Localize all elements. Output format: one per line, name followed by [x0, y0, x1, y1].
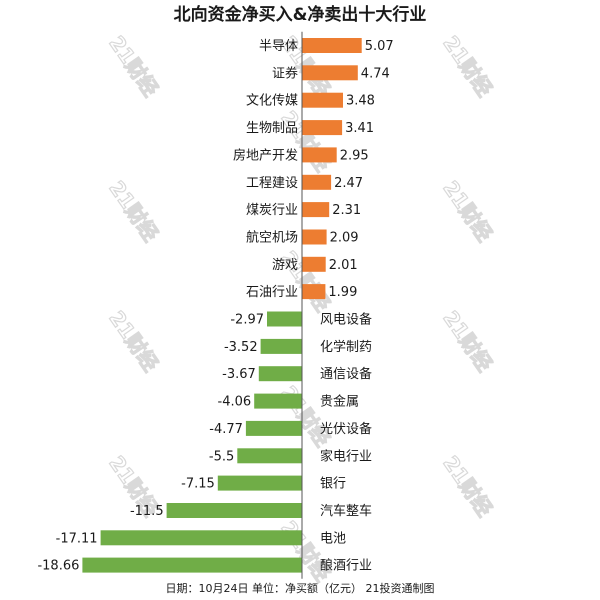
category-label-1: 证券: [272, 65, 298, 81]
value-label-0: 5.07: [365, 39, 394, 54]
category-label-9: 石油行业: [246, 285, 298, 300]
value-label-8: 2.01: [329, 258, 358, 273]
watermark-7: 21财经: [276, 246, 335, 315]
watermark-12: 21财经: [276, 516, 335, 585]
category-label-16: 银行: [320, 477, 346, 492]
chart-title: 北向资金净买入&净卖出十大行业: [174, 4, 427, 25]
value-label-17: -11.5: [130, 504, 164, 519]
bar-15: [237, 448, 302, 464]
bar-18: [100, 530, 302, 546]
value-label-19: -18.66: [37, 559, 79, 574]
value-label-5: 2.47: [334, 176, 363, 191]
watermark-10: 21财经: [276, 381, 335, 450]
bar-4: [302, 147, 337, 163]
value-label-11: -3.52: [224, 340, 258, 355]
bar-17: [166, 503, 302, 518]
watermark-5: 21财经: [438, 176, 497, 245]
category-label-11: 化学制药: [320, 339, 372, 355]
bar-10: [267, 311, 302, 327]
category-label-14: 光伏设备: [320, 421, 372, 437]
category-label-19: 酿酒行业: [320, 558, 372, 574]
bar-16: [217, 475, 302, 491]
value-label-6: 2.31: [332, 203, 361, 218]
bar-5: [302, 174, 332, 190]
category-label-8: 游戏: [272, 258, 298, 273]
value-label-4: 2.95: [340, 148, 369, 163]
watermark-4: 21财经: [276, 106, 335, 175]
value-label-15: -5.5: [209, 449, 234, 464]
category-label-0: 半导体: [259, 39, 298, 54]
watermark-11: 21财经: [438, 451, 497, 520]
bar-1: [302, 65, 358, 81]
value-label-12: -3.67: [222, 367, 256, 382]
watermark-layer: 21财经 21财经 21财经 21财经 21财经 21财经 21财经 21财经 21财经 21财经…: [104, 31, 498, 587]
category-labels: 半导体证券文化传媒生物制品房地产开发工程建设煤炭行业航空机场游戏石油行业风电设备…: [233, 39, 372, 574]
bar-13: [254, 393, 302, 409]
watermark-0: 21财经: [104, 31, 163, 100]
value-label-7: 2.09: [330, 231, 359, 246]
value-label-16: -7.15: [181, 477, 215, 492]
category-label-12: 通信设备: [320, 366, 372, 382]
bar-0: [302, 38, 362, 53]
bar-12: [258, 366, 302, 382]
bar-6: [302, 202, 330, 218]
watermark-8: 21财经: [438, 306, 497, 375]
value-label-14: -4.77: [209, 422, 243, 437]
category-label-10: 风电设备: [320, 312, 372, 328]
bar-8: [302, 256, 326, 272]
bar-7: [302, 229, 327, 245]
value-label-3: 3.41: [345, 121, 374, 136]
bar-2: [302, 92, 343, 108]
bars-group: [82, 38, 362, 573]
chart-footer: 日期：10月24日 单位：净买额（亿元） 21投资通制图: [166, 581, 435, 595]
bar-14: [245, 420, 302, 436]
value-label-9: 1.99: [328, 285, 357, 300]
category-label-17: 汽车整车: [320, 503, 372, 519]
value-label-1: 4.74: [361, 66, 390, 81]
value-label-18: -17.11: [56, 531, 98, 546]
category-label-4: 房地产开发: [233, 147, 298, 163]
value-label-2: 3.48: [346, 94, 375, 109]
value-label-13: -4.06: [218, 395, 252, 410]
category-label-5: 工程建设: [246, 176, 298, 191]
bar-19: [82, 557, 303, 573]
category-label-3: 生物制品: [246, 121, 298, 136]
watermark-2: 21财经: [438, 31, 497, 100]
watermark-6: 21财经: [104, 306, 163, 375]
bar-9: [302, 284, 326, 300]
category-label-7: 航空机场: [246, 230, 298, 246]
category-label-2: 文化传媒: [246, 94, 298, 109]
watermark-3: 21财经: [104, 176, 163, 245]
category-label-6: 煤炭行业: [246, 203, 298, 218]
category-label-18: 电池: [320, 531, 346, 546]
category-label-15: 家电行业: [320, 448, 372, 464]
bar-3: [302, 120, 343, 136]
value-label-10: -2.97: [230, 313, 264, 328]
category-label-13: 贵金属: [320, 394, 359, 410]
bar-11: [260, 338, 302, 354]
value-labels: 5.07 4.74 3.48 3.41 2.95 2.47 2.31 2.09 2.01 1.99…: [37, 39, 393, 574]
